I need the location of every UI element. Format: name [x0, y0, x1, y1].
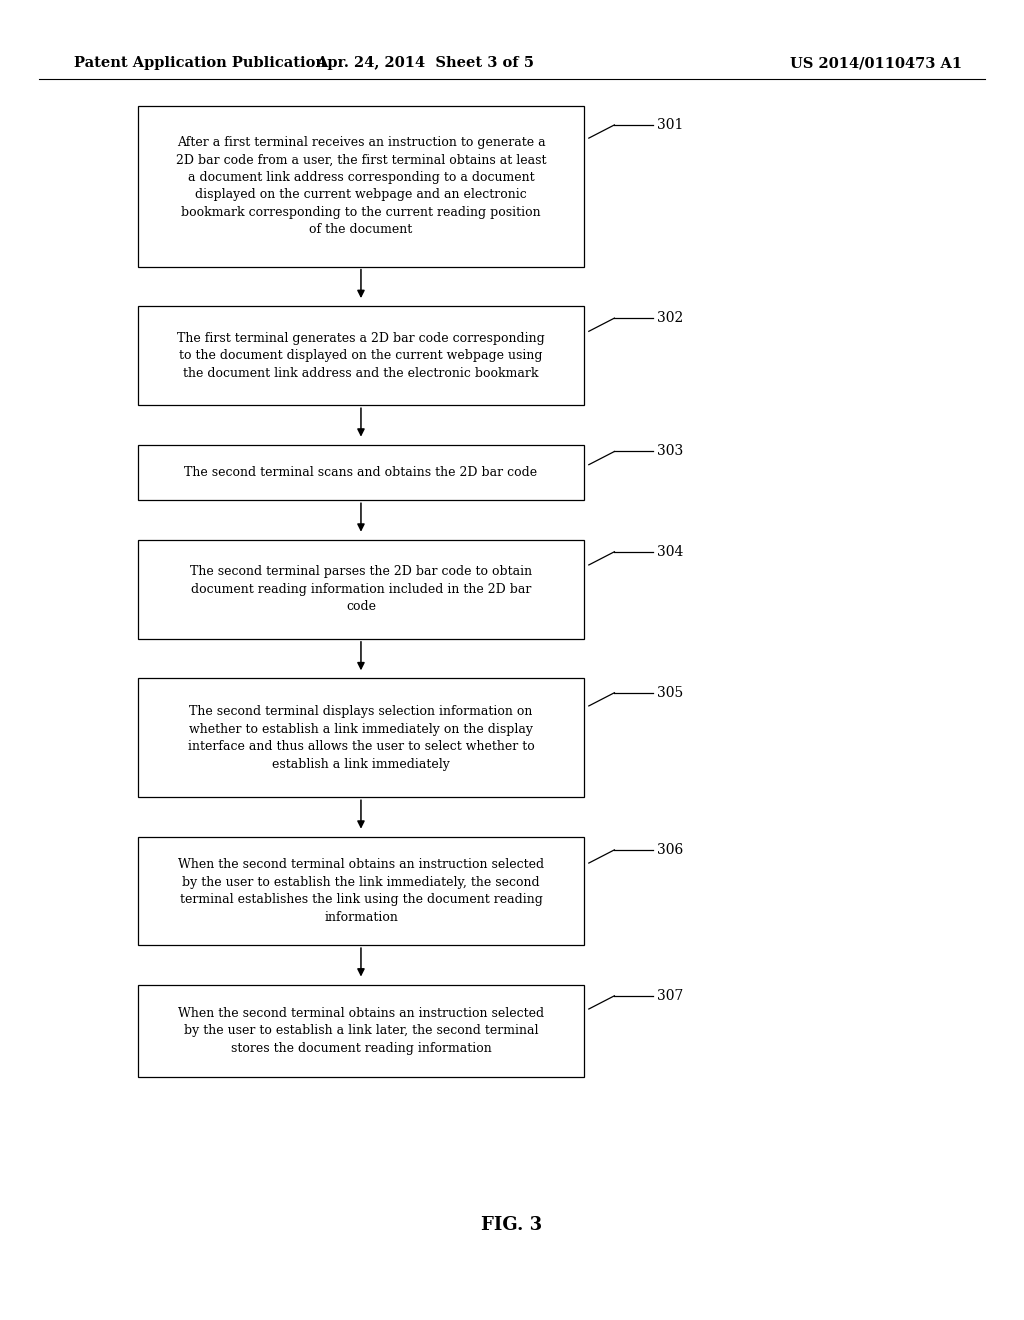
Text: Apr. 24, 2014  Sheet 3 of 5: Apr. 24, 2014 Sheet 3 of 5 [316, 57, 534, 70]
Text: 302: 302 [657, 312, 684, 325]
Text: The second terminal parses the 2D bar code to obtain
document reading informatio: The second terminal parses the 2D bar co… [189, 565, 532, 614]
Text: The first terminal generates a 2D bar code corresponding
to the document display: The first terminal generates a 2D bar co… [177, 331, 545, 380]
Bar [138, 837, 584, 945]
Text: The second terminal displays selection information on
whether to establish a lin: The second terminal displays selection i… [187, 705, 535, 771]
Bar [138, 445, 584, 500]
Bar [138, 306, 584, 405]
Text: When the second terminal obtains an instruction selected
by the user to establis: When the second terminal obtains an inst… [178, 858, 544, 924]
Bar [138, 678, 584, 797]
Text: When the second terminal obtains an instruction selected
by the user to establis: When the second terminal obtains an inst… [178, 1007, 544, 1055]
Text: 304: 304 [657, 545, 684, 558]
Text: 301: 301 [657, 117, 684, 132]
Text: 307: 307 [657, 989, 684, 1003]
Bar [138, 540, 584, 639]
Text: US 2014/0110473 A1: US 2014/0110473 A1 [791, 57, 963, 70]
Text: 305: 305 [657, 685, 684, 700]
Text: The second terminal scans and obtains the 2D bar code: The second terminal scans and obtains th… [184, 466, 538, 479]
Text: 306: 306 [657, 843, 684, 857]
Bar [138, 106, 584, 267]
Text: 303: 303 [657, 445, 684, 458]
Bar [138, 985, 584, 1077]
Text: FIG. 3: FIG. 3 [481, 1216, 543, 1234]
Text: Patent Application Publication: Patent Application Publication [74, 57, 326, 70]
Text: After a first terminal receives an instruction to generate a
2D bar code from a : After a first terminal receives an instr… [176, 136, 546, 236]
